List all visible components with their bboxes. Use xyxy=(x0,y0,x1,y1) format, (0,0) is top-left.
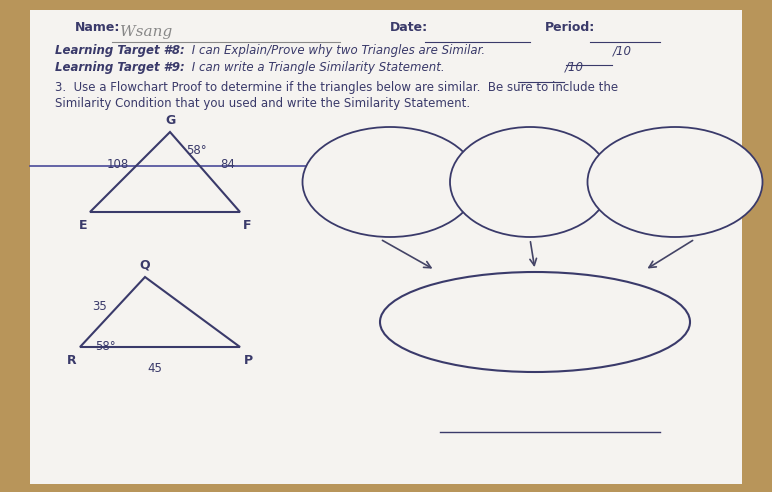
Text: P: P xyxy=(243,354,252,367)
Text: PR: PR xyxy=(343,172,357,182)
Text: E: E xyxy=(79,219,87,232)
Text: F: F xyxy=(713,170,721,184)
Ellipse shape xyxy=(450,127,610,237)
Text: 84: 84 xyxy=(220,157,235,171)
Text: =: = xyxy=(370,163,381,177)
Text: 108: 108 xyxy=(389,147,411,160)
Text: G: G xyxy=(165,114,175,127)
Text: /10: /10 xyxy=(565,61,584,74)
Text: — = — =: — = — = xyxy=(501,165,559,179)
Text: 15: 15 xyxy=(439,172,457,186)
Text: I can Explain/Prove why two Triangles are Similar.: I can Explain/Prove why two Triangles ar… xyxy=(188,44,485,57)
FancyBboxPatch shape xyxy=(30,10,742,484)
Text: 45: 45 xyxy=(147,362,162,375)
Text: I can write a Triangle Similarity Statement.: I can write a Triangle Similarity Statem… xyxy=(188,61,445,74)
Text: 58°: 58° xyxy=(186,144,207,157)
Text: EG: EG xyxy=(342,150,357,160)
Text: RPQ: RPQ xyxy=(550,309,582,325)
Text: Date:: Date: xyxy=(390,21,428,34)
Text: Learning Target #8:: Learning Target #8: xyxy=(55,44,185,57)
Ellipse shape xyxy=(380,272,690,372)
Text: 3.  Use a Flowchart Proof to determine if the triangles below are similar.  Be s: 3. Use a Flowchart Proof to determine if… xyxy=(55,81,618,94)
Text: 45: 45 xyxy=(393,172,408,185)
Text: Period:: Period: xyxy=(545,21,595,34)
Text: = m∠: = m∠ xyxy=(663,171,703,184)
Text: 58°: 58° xyxy=(95,340,116,353)
Text: Wsang: Wsang xyxy=(120,25,172,39)
Text: G: G xyxy=(633,170,644,184)
Text: F: F xyxy=(242,219,251,232)
Text: 108: 108 xyxy=(107,157,129,171)
Ellipse shape xyxy=(587,127,763,237)
Ellipse shape xyxy=(303,127,478,237)
Text: Similarity Condition that you used and write the Similarity Statement.: Similarity Condition that you used and w… xyxy=(55,97,470,110)
Text: 35: 35 xyxy=(93,301,107,313)
Text: =: = xyxy=(422,163,432,177)
Text: Name:: Name: xyxy=(75,21,120,34)
Text: Q: Q xyxy=(140,259,151,272)
Text: ΔEGF~Δ: ΔEGF~Δ xyxy=(446,310,504,324)
Text: 36: 36 xyxy=(439,146,457,160)
Text: R: R xyxy=(67,354,76,367)
Text: /10: /10 xyxy=(613,44,632,57)
Text: Learning Target #9:: Learning Target #9: xyxy=(55,61,185,74)
Text: m∠: m∠ xyxy=(611,171,633,184)
